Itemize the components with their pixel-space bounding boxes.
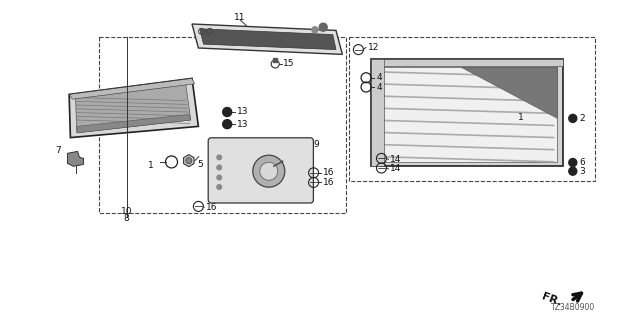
- Circle shape: [223, 120, 232, 129]
- Text: 16: 16: [323, 168, 334, 177]
- Text: 15: 15: [283, 60, 294, 68]
- Text: 6: 6: [579, 158, 585, 167]
- Text: 1: 1: [148, 161, 154, 170]
- Polygon shape: [77, 115, 191, 133]
- FancyBboxPatch shape: [208, 138, 314, 203]
- Text: 4: 4: [376, 83, 382, 92]
- Bar: [99, 37, 346, 213]
- Circle shape: [216, 154, 222, 160]
- Text: 10: 10: [121, 207, 132, 216]
- Text: 13: 13: [237, 120, 248, 129]
- Bar: [349, 37, 595, 181]
- Text: 13: 13: [237, 108, 248, 116]
- Text: 16: 16: [323, 178, 334, 187]
- Text: 8: 8: [124, 214, 129, 223]
- Text: 12: 12: [368, 43, 380, 52]
- Polygon shape: [371, 59, 563, 66]
- Text: 14: 14: [390, 164, 402, 173]
- Text: 4: 4: [376, 73, 382, 82]
- Circle shape: [216, 174, 222, 180]
- Text: 16: 16: [206, 203, 218, 212]
- Polygon shape: [371, 59, 563, 166]
- Bar: [273, 58, 277, 62]
- Circle shape: [312, 27, 318, 33]
- Polygon shape: [371, 59, 384, 166]
- Circle shape: [319, 23, 327, 31]
- Text: 2: 2: [579, 114, 585, 123]
- Text: 14: 14: [390, 155, 402, 164]
- Text: 11: 11: [234, 13, 245, 22]
- Circle shape: [186, 158, 192, 164]
- Polygon shape: [461, 67, 557, 118]
- Polygon shape: [200, 29, 336, 50]
- Text: 7: 7: [55, 146, 60, 155]
- Polygon shape: [69, 78, 198, 138]
- Polygon shape: [192, 24, 342, 54]
- Text: 1: 1: [518, 113, 524, 122]
- Circle shape: [569, 167, 577, 175]
- Circle shape: [260, 162, 278, 180]
- Circle shape: [253, 155, 285, 187]
- Text: 3: 3: [579, 167, 585, 176]
- Text: 5: 5: [197, 160, 203, 169]
- Circle shape: [216, 164, 222, 171]
- Text: TZ34B0900: TZ34B0900: [551, 303, 595, 312]
- Circle shape: [569, 114, 577, 122]
- Text: FR.: FR.: [540, 291, 563, 308]
- Circle shape: [569, 158, 577, 166]
- Polygon shape: [184, 155, 194, 167]
- Circle shape: [216, 184, 222, 190]
- Polygon shape: [69, 78, 195, 99]
- Polygon shape: [381, 67, 557, 162]
- Text: 9: 9: [314, 140, 319, 149]
- Polygon shape: [76, 83, 191, 133]
- Circle shape: [223, 108, 232, 116]
- Polygon shape: [68, 151, 83, 166]
